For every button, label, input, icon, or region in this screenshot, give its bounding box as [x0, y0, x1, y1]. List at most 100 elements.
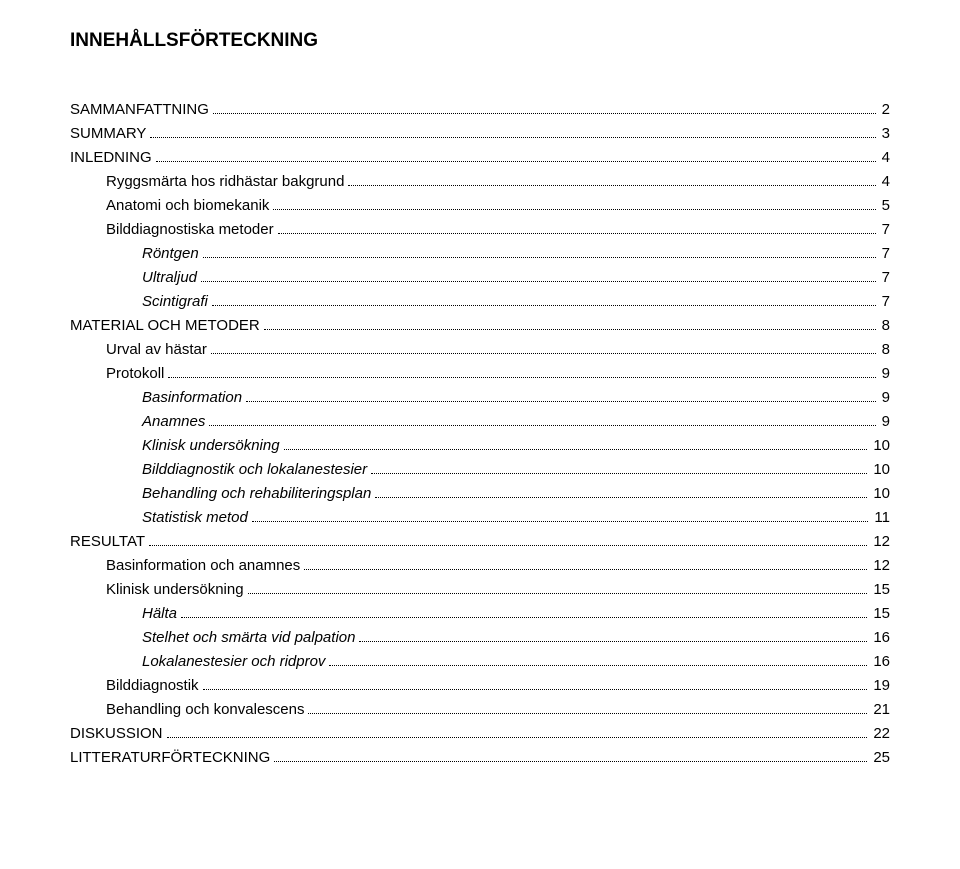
- toc-leader-dots: [273, 196, 875, 211]
- toc-leader-dots: [209, 412, 875, 427]
- toc-page-number: 25: [871, 746, 890, 770]
- toc-row: Klinisk undersökning 15: [70, 578, 890, 602]
- toc-leader-dots: [168, 364, 875, 379]
- toc-row: Statistisk metod 11: [70, 506, 890, 530]
- toc-label: Behandling och konvalescens: [106, 698, 304, 722]
- toc-label: Bilddiagnostiska metoder: [106, 218, 274, 242]
- toc-row: Behandling och rehabiliteringsplan 10: [70, 482, 890, 506]
- toc-page-number: 3: [880, 122, 890, 146]
- toc-row: RESULTAT 12: [70, 530, 890, 554]
- toc-page-number: 22: [871, 722, 890, 746]
- toc-leader-dots: [308, 700, 867, 715]
- toc-leader-dots: [167, 724, 868, 739]
- toc-leader-dots: [211, 340, 876, 355]
- toc-row: Stelhet och smärta vid palpation 16: [70, 626, 890, 650]
- toc-label: Bilddiagnostik och lokalanestesier: [142, 458, 367, 482]
- toc-label: Basinformation och anamnes: [106, 554, 300, 578]
- toc-row: Basinformation och anamnes 12: [70, 554, 890, 578]
- toc-page-number: 10: [871, 458, 890, 482]
- toc-row: Ryggsmärta hos ridhästar bakgrund 4: [70, 170, 890, 194]
- toc-label: Urval av hästar: [106, 338, 207, 362]
- toc-label: MATERIAL OCH METODER: [70, 314, 260, 338]
- toc-leader-dots: [203, 676, 868, 691]
- toc-page-number: 8: [880, 314, 890, 338]
- toc-label: LITTERATURFÖRTECKNING: [70, 746, 270, 770]
- toc-leader-dots: [156, 148, 876, 163]
- toc-label: DISKUSSION: [70, 722, 163, 746]
- toc-label: Statistisk metod: [142, 506, 248, 530]
- toc-label: Basinformation: [142, 386, 242, 410]
- toc-page-number: 4: [880, 146, 890, 170]
- toc-page-number: 15: [871, 578, 890, 602]
- toc-leader-dots: [201, 268, 876, 283]
- toc-label: SUMMARY: [70, 122, 146, 146]
- toc-page-number: 8: [880, 338, 890, 362]
- toc-label: Anatomi och biomekanik: [106, 194, 269, 218]
- toc-row: SAMMANFATTNING 2: [70, 98, 890, 122]
- toc-page-number: 9: [880, 386, 890, 410]
- toc-label: Ultraljud: [142, 266, 197, 290]
- toc-leader-dots: [181, 604, 867, 619]
- toc-label: Stelhet och smärta vid palpation: [142, 626, 355, 650]
- toc-label: INLEDNING: [70, 146, 152, 170]
- toc-page-number: 7: [880, 290, 890, 314]
- toc-page-number: 9: [880, 362, 890, 386]
- toc-row: Protokoll 9: [70, 362, 890, 386]
- toc-row: Bilddiagnostik 19: [70, 674, 890, 698]
- toc-leader-dots: [278, 220, 876, 235]
- toc-leader-dots: [213, 100, 876, 115]
- toc-page-number: 2: [880, 98, 890, 122]
- toc-row: DISKUSSION 22: [70, 722, 890, 746]
- toc-leader-dots: [149, 532, 867, 547]
- toc-page-number: 10: [871, 482, 890, 506]
- toc-label: Ryggsmärta hos ridhästar bakgrund: [106, 170, 344, 194]
- toc-page-number: 7: [880, 242, 890, 266]
- toc-label: Anamnes: [142, 410, 205, 434]
- toc-row: INLEDNING 4: [70, 146, 890, 170]
- toc-page-number: 11: [872, 506, 890, 530]
- toc-page-number: 15: [871, 602, 890, 626]
- toc-label: Bilddiagnostik: [106, 674, 199, 698]
- toc-leader-dots: [284, 436, 868, 451]
- toc-label: Lokalanestesier och ridprov: [142, 650, 325, 674]
- toc-title: INNEHÅLLSFÖRTECKNING: [70, 30, 890, 52]
- toc-leader-dots: [375, 484, 867, 499]
- toc-page-number: 4: [880, 170, 890, 194]
- toc-page-number: 16: [871, 650, 890, 674]
- toc-page-number: 21: [871, 698, 890, 722]
- toc-page-number: 19: [871, 674, 890, 698]
- toc-label: Hälta: [142, 602, 177, 626]
- toc-page-number: 7: [880, 218, 890, 242]
- toc-page-number: 9: [880, 410, 890, 434]
- toc-list: SAMMANFATTNING2SUMMARY3INLEDNING4Ryggsmä…: [70, 98, 890, 770]
- toc-label: Protokoll: [106, 362, 164, 386]
- toc-leader-dots: [329, 652, 867, 667]
- toc-row: Scintigrafi7: [70, 290, 890, 314]
- toc-row: MATERIAL OCH METODER 8: [70, 314, 890, 338]
- toc-row: Anamnes 9: [70, 410, 890, 434]
- toc-label: RESULTAT: [70, 530, 145, 554]
- toc-page-number: 16: [871, 626, 890, 650]
- toc-leader-dots: [274, 748, 867, 763]
- toc-leader-dots: [252, 508, 869, 523]
- toc-page-number: 12: [871, 530, 890, 554]
- toc-leader-dots: [371, 460, 867, 475]
- toc-row: Basinformation 9: [70, 386, 890, 410]
- toc-row: SUMMARY 3: [70, 122, 890, 146]
- toc-leader-dots: [212, 292, 876, 307]
- toc-label: SAMMANFATTNING: [70, 98, 209, 122]
- toc-leader-dots: [246, 388, 876, 403]
- toc-row: Hälta 15: [70, 602, 890, 626]
- toc-row: LITTERATURFÖRTECKNING 25: [70, 746, 890, 770]
- toc-leader-dots: [304, 556, 867, 571]
- toc-leader-dots: [203, 244, 876, 259]
- toc-row: Urval av hästar 8: [70, 338, 890, 362]
- toc-row: Ultraljud7: [70, 266, 890, 290]
- toc-row: Bilddiagnostik och lokalanestesier 10: [70, 458, 890, 482]
- toc-label: Klinisk undersökning: [106, 578, 244, 602]
- toc-leader-dots: [264, 316, 876, 331]
- toc-page-number: 12: [871, 554, 890, 578]
- toc-page-number: 5: [880, 194, 890, 218]
- toc-label: Behandling och rehabiliteringsplan: [142, 482, 371, 506]
- toc-leader-dots: [348, 172, 875, 187]
